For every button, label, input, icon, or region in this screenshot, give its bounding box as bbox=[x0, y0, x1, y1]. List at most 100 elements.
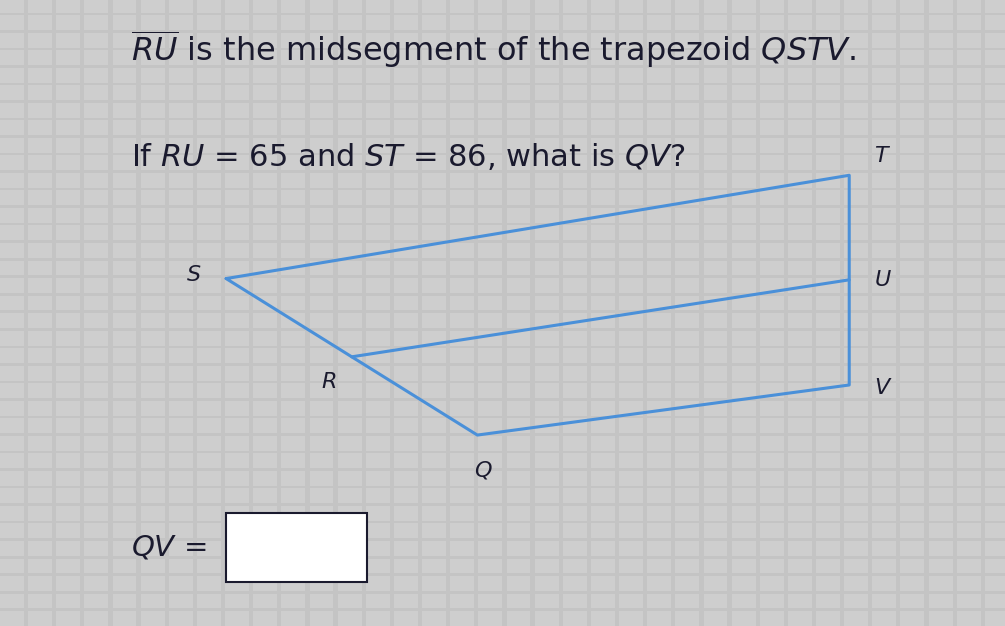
Bar bbox=[704, 383, 728, 398]
Bar bbox=[872, 506, 896, 521]
Bar bbox=[957, 471, 981, 486]
Bar bbox=[957, 523, 981, 538]
Bar bbox=[169, 155, 193, 170]
Bar bbox=[591, 260, 615, 275]
Bar bbox=[760, 366, 784, 381]
Bar bbox=[450, 295, 474, 310]
Bar bbox=[56, 506, 80, 521]
Bar bbox=[394, 366, 418, 381]
Bar bbox=[900, 190, 925, 205]
Bar bbox=[450, 541, 474, 556]
Bar bbox=[0, 436, 24, 451]
Bar bbox=[704, 278, 728, 293]
Bar bbox=[985, 418, 1005, 433]
Bar bbox=[141, 190, 165, 205]
Bar bbox=[281, 488, 306, 503]
Bar bbox=[675, 260, 699, 275]
Bar bbox=[366, 225, 390, 240]
Bar bbox=[535, 593, 559, 608]
Bar bbox=[704, 0, 728, 13]
Bar bbox=[563, 15, 587, 30]
Bar bbox=[197, 15, 221, 30]
Bar bbox=[872, 383, 896, 398]
Bar bbox=[113, 173, 137, 188]
Bar bbox=[732, 541, 756, 556]
Bar bbox=[844, 33, 868, 48]
Bar bbox=[675, 173, 699, 188]
Bar bbox=[141, 103, 165, 118]
Bar bbox=[84, 155, 109, 170]
Bar bbox=[169, 576, 193, 591]
Bar bbox=[310, 173, 334, 188]
Bar bbox=[816, 331, 840, 346]
Bar bbox=[366, 436, 390, 451]
Bar bbox=[929, 278, 953, 293]
Bar bbox=[760, 523, 784, 538]
Bar bbox=[366, 366, 390, 381]
Bar bbox=[281, 383, 306, 398]
Bar bbox=[535, 558, 559, 573]
Bar bbox=[450, 593, 474, 608]
Bar bbox=[760, 50, 784, 65]
Bar bbox=[478, 611, 502, 626]
Bar bbox=[394, 401, 418, 416]
Bar bbox=[563, 523, 587, 538]
Bar bbox=[816, 541, 840, 556]
Bar bbox=[507, 436, 531, 451]
Bar bbox=[56, 68, 80, 83]
Bar bbox=[141, 331, 165, 346]
Bar bbox=[84, 348, 109, 363]
Bar bbox=[141, 173, 165, 188]
Bar bbox=[141, 366, 165, 381]
Bar bbox=[844, 541, 868, 556]
Bar bbox=[366, 190, 390, 205]
Bar bbox=[816, 155, 840, 170]
Bar bbox=[141, 15, 165, 30]
Bar bbox=[394, 260, 418, 275]
Bar bbox=[760, 208, 784, 223]
Bar bbox=[225, 453, 249, 468]
Bar bbox=[704, 295, 728, 310]
Bar bbox=[872, 68, 896, 83]
Bar bbox=[535, 138, 559, 153]
Bar bbox=[0, 611, 24, 626]
Bar bbox=[394, 278, 418, 293]
Bar bbox=[844, 348, 868, 363]
Bar bbox=[704, 366, 728, 381]
Bar bbox=[507, 418, 531, 433]
Bar bbox=[563, 138, 587, 153]
Bar bbox=[141, 506, 165, 521]
Bar bbox=[366, 488, 390, 503]
Bar bbox=[619, 138, 643, 153]
Bar bbox=[366, 155, 390, 170]
Bar bbox=[507, 523, 531, 538]
Bar bbox=[647, 488, 671, 503]
Bar bbox=[338, 68, 362, 83]
Bar bbox=[366, 68, 390, 83]
Bar bbox=[732, 15, 756, 30]
Bar bbox=[844, 120, 868, 135]
Bar bbox=[760, 278, 784, 293]
Bar bbox=[56, 85, 80, 100]
Bar bbox=[844, 383, 868, 398]
Bar bbox=[253, 436, 277, 451]
Bar bbox=[507, 68, 531, 83]
Bar bbox=[591, 208, 615, 223]
Bar bbox=[197, 85, 221, 100]
Bar bbox=[647, 243, 671, 258]
Bar bbox=[338, 523, 362, 538]
Bar bbox=[0, 50, 24, 65]
Bar bbox=[394, 523, 418, 538]
Bar bbox=[0, 471, 24, 486]
Bar bbox=[225, 295, 249, 310]
Bar bbox=[732, 208, 756, 223]
Bar bbox=[957, 278, 981, 293]
Bar bbox=[732, 138, 756, 153]
Bar bbox=[619, 155, 643, 170]
Bar bbox=[704, 120, 728, 135]
Bar bbox=[563, 436, 587, 451]
Bar bbox=[900, 383, 925, 398]
Bar bbox=[675, 436, 699, 451]
Bar bbox=[872, 436, 896, 451]
Bar bbox=[281, 593, 306, 608]
